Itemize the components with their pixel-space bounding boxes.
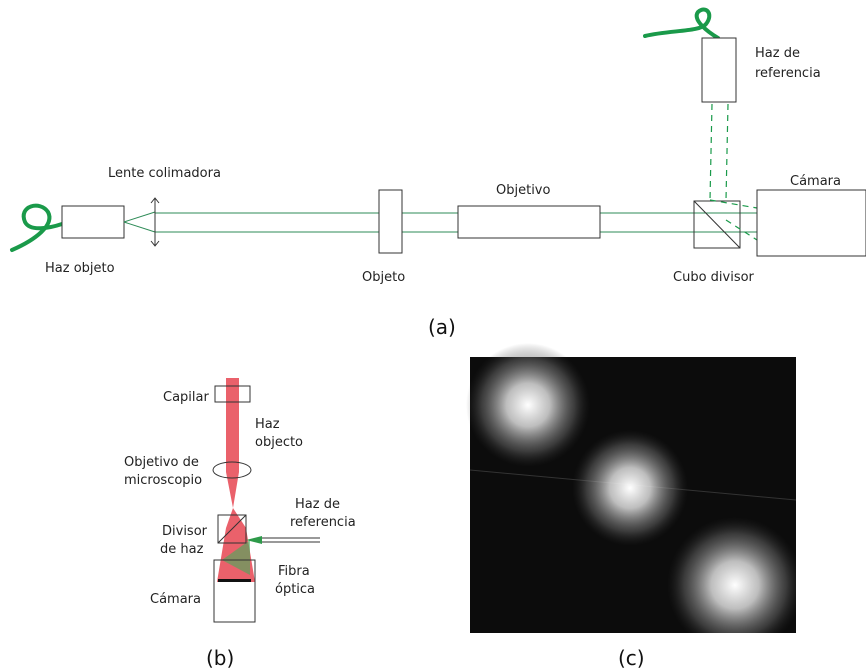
objective-label-2: microscopio (124, 473, 202, 488)
body: {"panel_a": {"caption": "(a)", "labels":… (0, 0, 866, 670)
splitter-label-2: de haz (160, 542, 204, 557)
lens-label: Lente colimadora (108, 166, 221, 181)
reference-fiber (645, 10, 718, 38)
sensor (218, 579, 251, 582)
panel-a: Haz objeto Lente colimadora Objeto Objet… (12, 10, 866, 339)
panel-b: Capilar Haz objecto Objetivo de microsco… (124, 378, 356, 670)
objective-label-1: Objetivo de (124, 455, 199, 470)
caption-a: (a) (428, 315, 456, 339)
beam (124, 212, 757, 232)
order-plus-one (667, 517, 803, 653)
reference-fiber-b (262, 538, 320, 542)
camera-box (757, 190, 866, 256)
camera-label: Cámara (790, 174, 841, 189)
cube-label: Cubo divisor (673, 270, 755, 285)
reference-label-1: Haz de (755, 46, 800, 61)
ref-b-label-2: referencia (290, 515, 356, 530)
reference-label-2: referencia (755, 66, 821, 81)
object-box (379, 190, 402, 253)
fiber-label-1: Fibra (278, 564, 310, 579)
collimating-lens (151, 198, 159, 246)
splitter-label-1: Divisor (162, 524, 208, 539)
diagram: Haz objeto Lente colimadora Objeto Objet… (0, 0, 866, 670)
ref-b-label-1: Haz de (295, 497, 340, 512)
fiber-label-2: óptica (275, 582, 315, 597)
object-beam-label-1: Haz (255, 417, 280, 432)
caption-c: (c) (618, 646, 645, 670)
object-beam-label-2: objecto (255, 435, 303, 450)
caption-b: (b) (206, 646, 234, 670)
objective-label: Objetivo (496, 183, 550, 198)
objective-box (458, 206, 600, 238)
splitter-diagonal (694, 201, 740, 248)
object-label: Objeto (362, 270, 405, 285)
source-label: Haz objeto (45, 261, 115, 276)
reference-box (702, 38, 736, 102)
source-box (62, 206, 124, 238)
order-minus-one (466, 343, 590, 467)
reference-beam (710, 104, 757, 240)
camera-b-label: Cámara (150, 592, 201, 607)
panel-c: (c) (466, 343, 866, 670)
clip-right (796, 357, 866, 633)
page: Diagram body { margin: 0; background: #f… (0, 0, 866, 670)
capillary-label: Capilar (163, 390, 209, 405)
object-fiber (12, 206, 62, 250)
order-zero (572, 430, 688, 546)
